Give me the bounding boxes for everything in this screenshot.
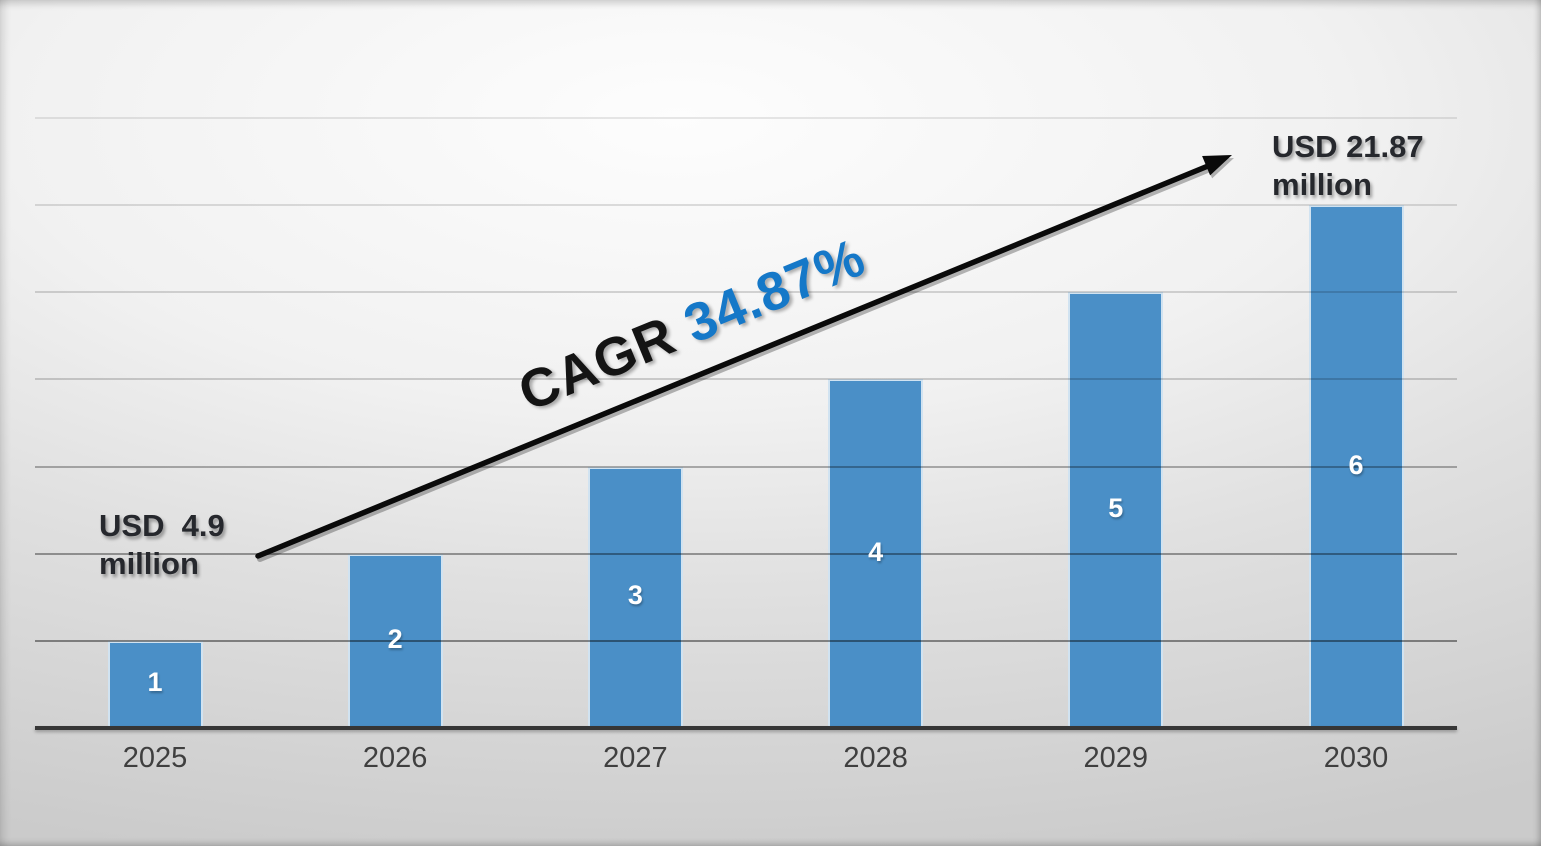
- bar-value-label: 4: [868, 536, 884, 567]
- bar-value-label: 5: [1108, 493, 1124, 524]
- x-axis-tick-label: 2027: [603, 742, 668, 774]
- gridline: [35, 639, 1457, 642]
- gridline: [35, 378, 1457, 381]
- gridline: [35, 552, 1457, 555]
- x-axis-tick-label: 2026: [362, 742, 428, 774]
- x-axis-line: [35, 726, 1457, 730]
- x-axis-tick-label: 2028: [843, 742, 908, 774]
- start-value-annotation: USD 4.9 million: [99, 508, 225, 581]
- bar-2026: [347, 553, 443, 728]
- bar-value-label: 6: [1348, 449, 1364, 480]
- gridline: [35, 204, 1457, 207]
- cagr-value: 34.87%: [675, 227, 874, 355]
- trend-arrowhead-shadow: [1204, 158, 1234, 179]
- bar-value-label: 3: [627, 580, 643, 611]
- bar-value-label: 1: [147, 667, 163, 698]
- x-axis-tick-label: 2025: [122, 742, 188, 774]
- bar-value-label: 2: [387, 623, 403, 654]
- end-value-annotation: USD 21.87 million: [1272, 129, 1424, 202]
- gridline: [35, 465, 1457, 468]
- bar-2025: [107, 640, 203, 728]
- x-axis-tick-label: 2030: [1323, 742, 1389, 774]
- bar-2030: [1308, 205, 1404, 728]
- cagr-prefix: CAGR: [510, 299, 699, 423]
- x-axis-tick-label: 2029: [1083, 742, 1149, 774]
- gridline: [35, 116, 1457, 119]
- trend-arrowhead: [1202, 155, 1232, 176]
